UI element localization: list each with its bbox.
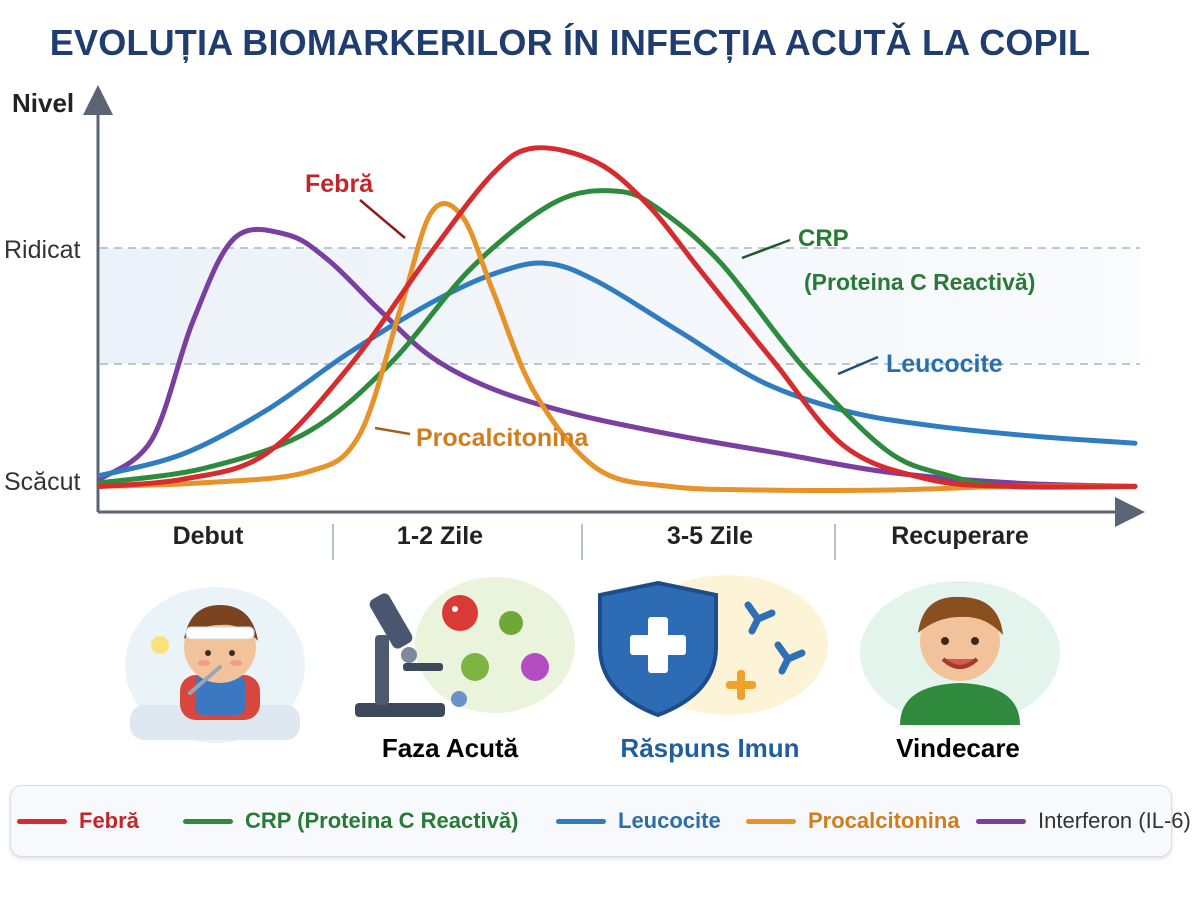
y-tick-label-low: Scăcut — [4, 468, 80, 496]
legend-item-interferon: Interferon (IL-6) — [976, 808, 1191, 834]
y-tick-label-high: Ridicat — [4, 236, 80, 264]
shield-icon — [598, 575, 828, 718]
series-label-crp-full: (Proteina C Reactivă) — [804, 269, 1035, 295]
series-label-crp: CRP — [798, 225, 849, 252]
legend-label: Procalcitonina — [808, 808, 960, 833]
immune-response-illustration — [598, 575, 828, 725]
legend-label: CRP (Proteina C Reactivă) — [245, 808, 519, 833]
legend-item-fever: Febră — [17, 808, 139, 834]
phase-label-recovery: Recuperare — [891, 522, 1029, 550]
acute-phase-illustration — [345, 575, 575, 725]
series-line-crp — [97, 188, 1138, 490]
legend-item-leucocite: Leucocite — [556, 808, 721, 834]
series-label-leucocite: Leucocite — [886, 350, 1003, 378]
chart-title: EVOLUȚIA BIOMARKERILOR ÍN INFECȚIA ACUTǍ… — [49, 22, 1091, 63]
happy-child-icon — [860, 581, 1060, 725]
legend-item-crp: CRP (Proteina C Reactivă) — [183, 808, 518, 834]
y-axis-label: Nivel — [12, 88, 74, 118]
scene-label-recovery: Vindecare — [896, 733, 1020, 763]
phase-label-3-5-days: 3-5 Zile — [666, 522, 754, 550]
series-line-interferon — [97, 226, 1138, 489]
recovery-illustration — [855, 575, 1065, 725]
legend-swatch — [556, 818, 606, 824]
leader-line-leucocite — [837, 355, 879, 376]
legend-label: Leucocite — [618, 808, 721, 833]
phase-label-1-2-days: 1-2 Zile — [396, 522, 484, 550]
series-line-leucocite — [97, 260, 1138, 479]
legend-swatch — [976, 818, 1026, 824]
chart: Nivel Ridicat Scăcut Febră CRP (Proteina C R… — [4, 85, 1145, 560]
series-label-fever: Febră — [305, 170, 374, 198]
sick-child-icon — [125, 587, 305, 743]
legend-label: Interferon (IL-6) — [1038, 808, 1191, 833]
series-label-procalcitonina: Procalcitonina — [416, 424, 589, 452]
legend-swatch — [183, 818, 233, 824]
leader-line-procalcitonina — [374, 426, 411, 436]
phase-label-debut: Debut — [172, 522, 244, 550]
leader-line-fever — [359, 199, 406, 239]
legend-item-procalcitonina: Procalcitonina — [746, 808, 960, 834]
scene-label-acute-phase: Faza Acută — [381, 733, 519, 763]
leader-line-crp — [741, 238, 791, 260]
legend-swatch — [17, 818, 67, 824]
legend-swatch — [746, 818, 796, 824]
legend-label: Febră — [79, 808, 139, 833]
series-line-fever — [97, 145, 1138, 490]
reference-band — [100, 248, 1140, 364]
microscope-icon — [355, 577, 575, 717]
series-line-procalcitonina — [97, 201, 1138, 493]
scene-label-immune-response: Răspuns Imun — [620, 733, 800, 763]
legend: Febră CRP (Proteina C Reactivă) Leucocit… — [10, 785, 1191, 857]
sick-child-illustration — [120, 575, 310, 745]
